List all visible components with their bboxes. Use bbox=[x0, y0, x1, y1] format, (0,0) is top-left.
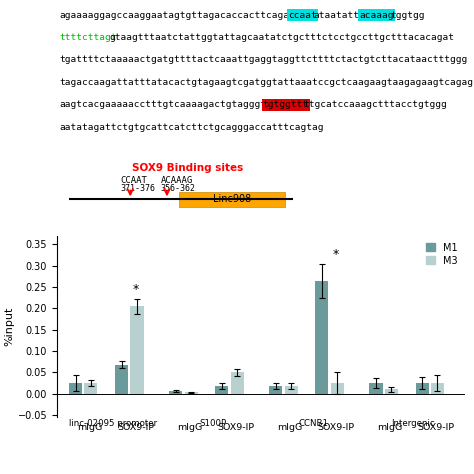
Bar bbox=[130, 306, 144, 394]
Bar bbox=[431, 383, 444, 394]
Bar bbox=[69, 383, 82, 394]
Bar bbox=[385, 390, 398, 394]
Text: SOX9 Binding sites: SOX9 Binding sites bbox=[132, 163, 243, 173]
Text: *: * bbox=[133, 283, 139, 296]
Text: ccaat: ccaat bbox=[288, 10, 317, 19]
Text: ttttcttagt: ttttcttagt bbox=[59, 33, 117, 42]
Text: linc-02095 promoter: linc-02095 promoter bbox=[69, 419, 157, 428]
Bar bbox=[369, 383, 383, 394]
Text: Linc908: Linc908 bbox=[213, 194, 251, 204]
Text: Intergenic: Intergenic bbox=[392, 419, 435, 428]
Bar bbox=[315, 281, 328, 394]
Bar bbox=[331, 383, 344, 394]
Text: agaaaaggagccaaggaatagtgttagacaccacttcagatttat: agaaaaggagccaaggaatagtgttagacaccacttcaga… bbox=[59, 10, 318, 19]
Text: aagtcacgaaaaacctttgtcaaaagactgtagggtgaat: aagtcacgaaaaacctttgtcaaaagactgtagggtgaat bbox=[59, 100, 289, 109]
Text: tggtgg: tggtgg bbox=[390, 10, 425, 19]
Bar bbox=[215, 386, 228, 394]
Text: ACAAAG: ACAAAG bbox=[161, 176, 193, 185]
FancyBboxPatch shape bbox=[179, 192, 285, 207]
Bar bbox=[231, 373, 244, 394]
Text: 371-376: 371-376 bbox=[120, 183, 155, 192]
Text: gtaagtttaatctattggtattagcaatatctgctttctcctgccttgctttacacagat: gtaagtttaatctattggtattagcaatatctgctttctc… bbox=[110, 33, 455, 42]
Bar bbox=[84, 383, 98, 394]
Bar bbox=[169, 391, 182, 394]
Text: CCAAT: CCAAT bbox=[120, 176, 147, 185]
Y-axis label: %input: %input bbox=[5, 307, 15, 346]
Text: tagaccaagattatttatacactgtagaagtcgatggtattaaatccgctcaagaagtaagagaagtcagag: tagaccaagattatttatacactgtagaagtcgatggtat… bbox=[59, 78, 473, 87]
Text: tgtggttt: tgtggttt bbox=[263, 100, 309, 109]
Bar bbox=[184, 392, 198, 394]
Text: ataatattt: ataatattt bbox=[314, 10, 365, 19]
Legend: M1, M3: M1, M3 bbox=[424, 241, 460, 267]
Bar bbox=[285, 386, 298, 394]
Text: aatatagattctgtgcattcatcttctgcagggaccatttcagtag: aatatagattctgtgcattcatcttctgcagggaccattt… bbox=[59, 123, 323, 132]
Bar bbox=[416, 383, 428, 394]
Text: CCNB1: CCNB1 bbox=[298, 419, 328, 428]
Text: tgattttctaaaaactgatgttttactcaaattgaggtaggttcttttctactgtcttacataactttggg: tgattttctaaaaactgatgttttactcaaattgaggtag… bbox=[59, 55, 467, 64]
Bar bbox=[115, 365, 128, 394]
Bar bbox=[269, 386, 283, 394]
Text: ttgcatccaaagctttacctgtggg: ttgcatccaaagctttacctgtggg bbox=[303, 100, 447, 109]
Text: 356-362: 356-362 bbox=[161, 183, 196, 192]
Text: acaaag: acaaag bbox=[360, 10, 394, 19]
Text: *: * bbox=[333, 248, 339, 261]
Text: S100P: S100P bbox=[200, 419, 227, 428]
